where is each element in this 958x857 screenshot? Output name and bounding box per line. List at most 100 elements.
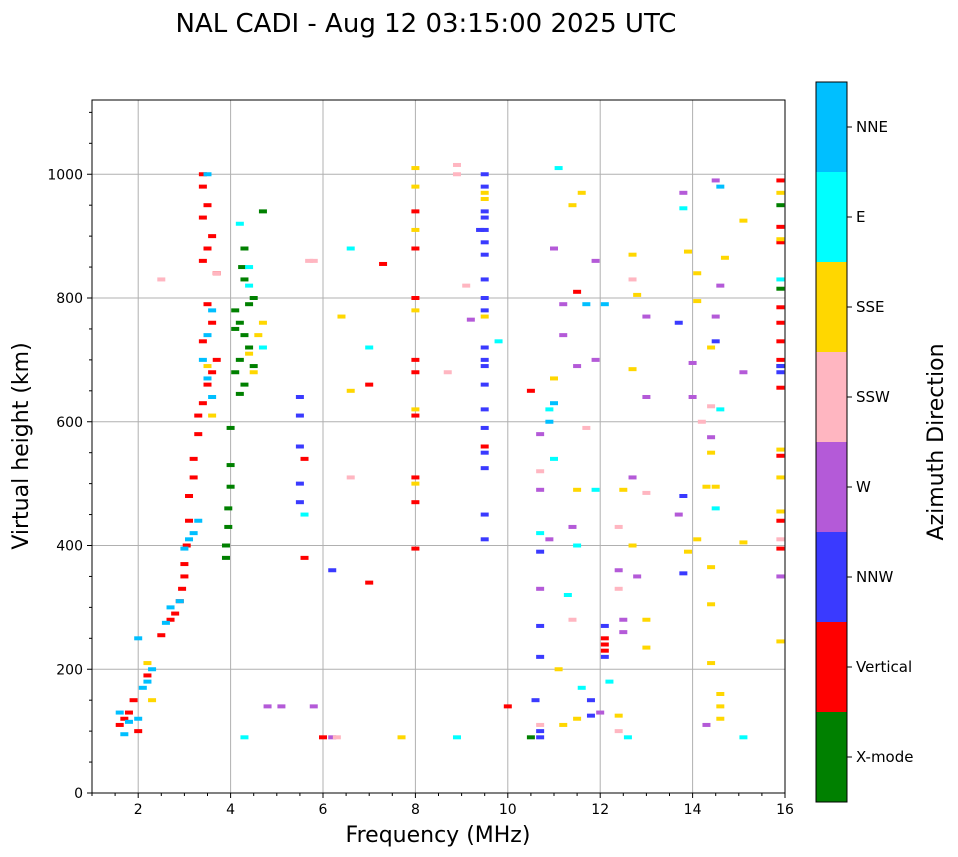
echo-point-ssw <box>452 162 461 167</box>
echo-point-ssw <box>614 729 623 734</box>
echo-point-e <box>300 512 309 517</box>
echo-point-x-mode <box>224 506 233 511</box>
echo-point-vertical <box>198 172 207 177</box>
echo-point-nnw <box>295 395 304 399</box>
echo-point-vertical <box>365 580 374 585</box>
echo-point-sse <box>707 602 716 607</box>
y-tick-label: 1000 <box>47 167 83 183</box>
echo-point-vertical <box>776 385 785 390</box>
echo-point-w <box>702 722 711 727</box>
x-tick-label: 8 <box>411 802 420 818</box>
echo-point-sse <box>249 370 258 375</box>
echo-point-w <box>688 360 697 365</box>
y-axis-ticks: 0 200 400 600 800 1000 <box>47 111 92 802</box>
echo-point-nnw <box>295 413 304 418</box>
echo-point-w <box>466 317 475 322</box>
echo-point-nnw <box>480 215 489 220</box>
echo-point-e <box>739 735 748 740</box>
echo-point-sse <box>716 692 725 696</box>
echo-point-x-mode <box>240 277 249 282</box>
echo-point-nnw <box>480 512 489 517</box>
colorbar-category-label: SSE <box>856 298 885 316</box>
echo-point-e <box>711 506 720 511</box>
colorbar-segment-x-mode <box>816 712 847 802</box>
echo-point-vertical <box>411 296 420 300</box>
echo-point-sse <box>480 190 489 195</box>
echo-point-w <box>263 704 272 709</box>
echo-point-ssw <box>305 258 314 263</box>
echo-point-nnw <box>480 466 489 471</box>
echo-point-ssw <box>309 258 318 263</box>
echo-point-w <box>739 370 748 375</box>
echo-point-nnw <box>295 500 304 505</box>
echo-point-e <box>623 735 632 740</box>
echo-point-vertical <box>198 184 207 189</box>
echo-point-vertical <box>166 617 175 622</box>
echo-point-x-mode <box>245 345 254 350</box>
echo-point-nne <box>120 732 129 737</box>
echo-point-sse <box>683 249 692 254</box>
colorbar-label: Azimuth Direction <box>924 343 949 540</box>
x-axis-ticks: 2 4 6 8 10 12 14 16 <box>91 793 794 818</box>
echo-point-vertical <box>411 370 420 375</box>
echo-point-vertical <box>194 413 203 418</box>
echo-point-w <box>711 178 720 183</box>
echo-point-vertical <box>776 339 785 344</box>
echo-point-w <box>688 395 697 399</box>
echo-point-w <box>536 487 545 492</box>
echo-point-e <box>716 407 725 412</box>
echo-point-w <box>711 314 720 319</box>
echo-point-sse <box>693 271 702 276</box>
echo-point-vertical <box>194 432 203 437</box>
echo-point-w <box>642 395 651 399</box>
x-tick-label: 14 <box>684 802 702 818</box>
echo-point-nne <box>189 531 198 536</box>
echo-point-x-mode <box>221 543 230 548</box>
echo-point-vertical <box>776 518 785 523</box>
echo-point-x-mode <box>226 425 235 430</box>
echo-point-sse <box>143 661 152 666</box>
echo-point-vertical <box>203 382 212 387</box>
echo-point-nnw <box>480 364 489 369</box>
echo-point-vertical <box>208 320 217 325</box>
echo-point-x-mode <box>231 370 240 375</box>
colorbar: X-mode Vertical NNW W SSW SSE E NNE <box>815 81 913 803</box>
echo-point-nnw <box>536 654 545 659</box>
echo-point-sse <box>148 698 157 703</box>
echo-point-e <box>573 543 582 548</box>
echo-point-nnw <box>480 308 489 313</box>
echo-point-vertical <box>300 456 309 461</box>
plot-area: 2 4 6 8 10 12 14 16 0 200 400 600 800 1000 <box>47 99 794 818</box>
echo-point-sse <box>776 475 785 480</box>
echo-point-sse <box>245 351 254 356</box>
echo-point-vertical <box>212 357 221 362</box>
echo-point-nnw <box>480 252 489 257</box>
echo-point-e <box>577 685 586 690</box>
echo-point-nne <box>175 599 184 604</box>
echo-point-sse <box>702 484 711 489</box>
echo-point-w <box>573 364 582 369</box>
echo-point-vertical <box>178 586 187 591</box>
echo-point-e <box>563 593 572 597</box>
y-tick-label: 400 <box>56 539 83 555</box>
echo-point-vertical <box>124 710 133 715</box>
chart-title: NAL CADI - Aug 12 03:15:00 2025 UTC <box>176 9 677 39</box>
echo-point-nne <box>545 419 554 424</box>
echo-point-vertical <box>600 636 609 641</box>
echo-point-sse <box>411 407 420 412</box>
colorbar-segment-nne <box>816 82 847 172</box>
echo-point-ssw <box>707 404 716 409</box>
echo-point-nnw <box>328 568 337 573</box>
echo-point-e <box>679 206 688 211</box>
colorbar-segment-e <box>816 172 847 262</box>
echo-point-w <box>674 512 683 517</box>
echo-point-x-mode <box>231 326 240 331</box>
echo-point-nnw <box>480 345 489 350</box>
echo-point-nne <box>600 302 609 307</box>
echo-point-ssw <box>332 735 341 740</box>
echo-point-ssw <box>157 277 166 282</box>
echo-point-e <box>235 221 244 226</box>
colorbar-category-label: X-mode <box>856 748 913 766</box>
echo-point-w <box>619 630 628 635</box>
